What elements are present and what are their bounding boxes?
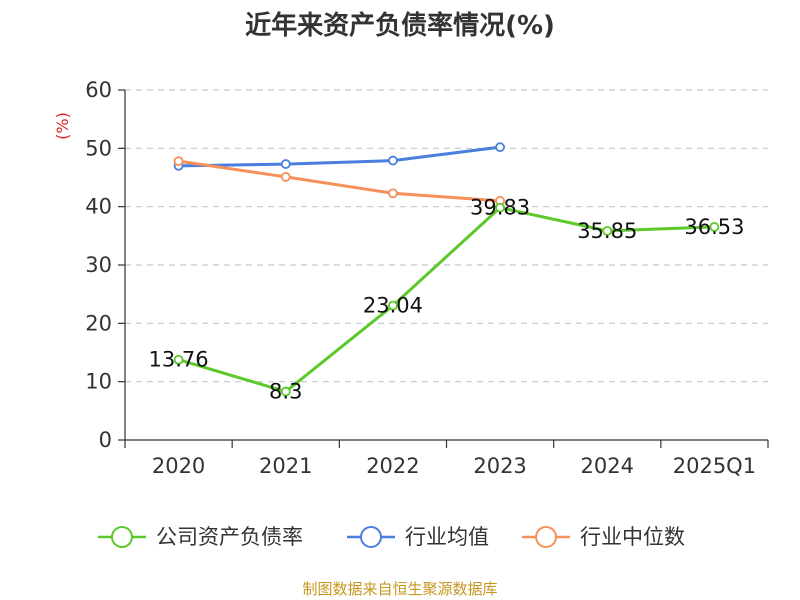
legend-marker <box>361 527 381 547</box>
x-tick-label: 2021 <box>259 454 312 478</box>
data-point <box>389 189 397 197</box>
y-axis-label: (%) <box>53 112 72 140</box>
chart-title: 近年来资产负债率情况(%) <box>245 10 555 41</box>
series-line <box>179 161 501 201</box>
legend-item: 行业均值 <box>347 525 489 549</box>
series-group <box>175 143 719 395</box>
series-1 <box>175 143 505 170</box>
y-tick-label: 30 <box>85 253 112 277</box>
y-tick-label: 60 <box>85 78 112 102</box>
series-line <box>179 147 501 166</box>
data-label: 13.76 <box>149 348 209 372</box>
data-label: 23.04 <box>363 294 423 318</box>
source-note: 制图数据来自恒生聚源数据库 <box>302 580 497 598</box>
legend-label: 行业均值 <box>405 525 489 549</box>
legend-label: 公司资产负债率 <box>156 525 303 549</box>
y-tick-label: 50 <box>85 136 112 160</box>
gridlines <box>125 90 768 382</box>
legend-marker <box>112 527 132 547</box>
data-point <box>282 173 290 181</box>
data-label: 8.3 <box>269 380 302 404</box>
y-tick-label: 40 <box>85 195 112 219</box>
data-point <box>175 157 183 165</box>
data-point <box>282 160 290 168</box>
data-point <box>389 157 397 165</box>
legend: 公司资产负债率 行业均值 行业中位数 <box>98 525 685 549</box>
y-tick-label: 10 <box>85 370 112 394</box>
data-point <box>496 143 504 151</box>
data-label: 39.83 <box>470 196 530 220</box>
x-ticks: 2020 2021 2022 2023 2024 2025Q1 <box>125 440 768 478</box>
y-ticks: 0 10 20 30 40 50 60 <box>85 78 125 452</box>
legend-marker <box>536 527 556 547</box>
y-tick-label: 0 <box>99 428 112 452</box>
x-tick-label: 2020 <box>152 454 205 478</box>
legend-item: 行业中位数 <box>522 525 685 549</box>
data-labels: 13.76 8.3 23.04 39.83 35.85 36.53 <box>149 196 745 404</box>
x-tick-label: 2025Q1 <box>673 454 756 478</box>
x-tick-label: 2022 <box>366 454 419 478</box>
x-tick-label: 2023 <box>473 454 526 478</box>
data-label: 36.53 <box>684 215 744 239</box>
legend-item: 公司资产负债率 <box>98 525 303 549</box>
data-label: 35.85 <box>577 219 637 243</box>
x-tick-label: 2024 <box>581 454 634 478</box>
y-tick-label: 20 <box>85 311 112 335</box>
legend-label: 行业中位数 <box>580 525 685 549</box>
